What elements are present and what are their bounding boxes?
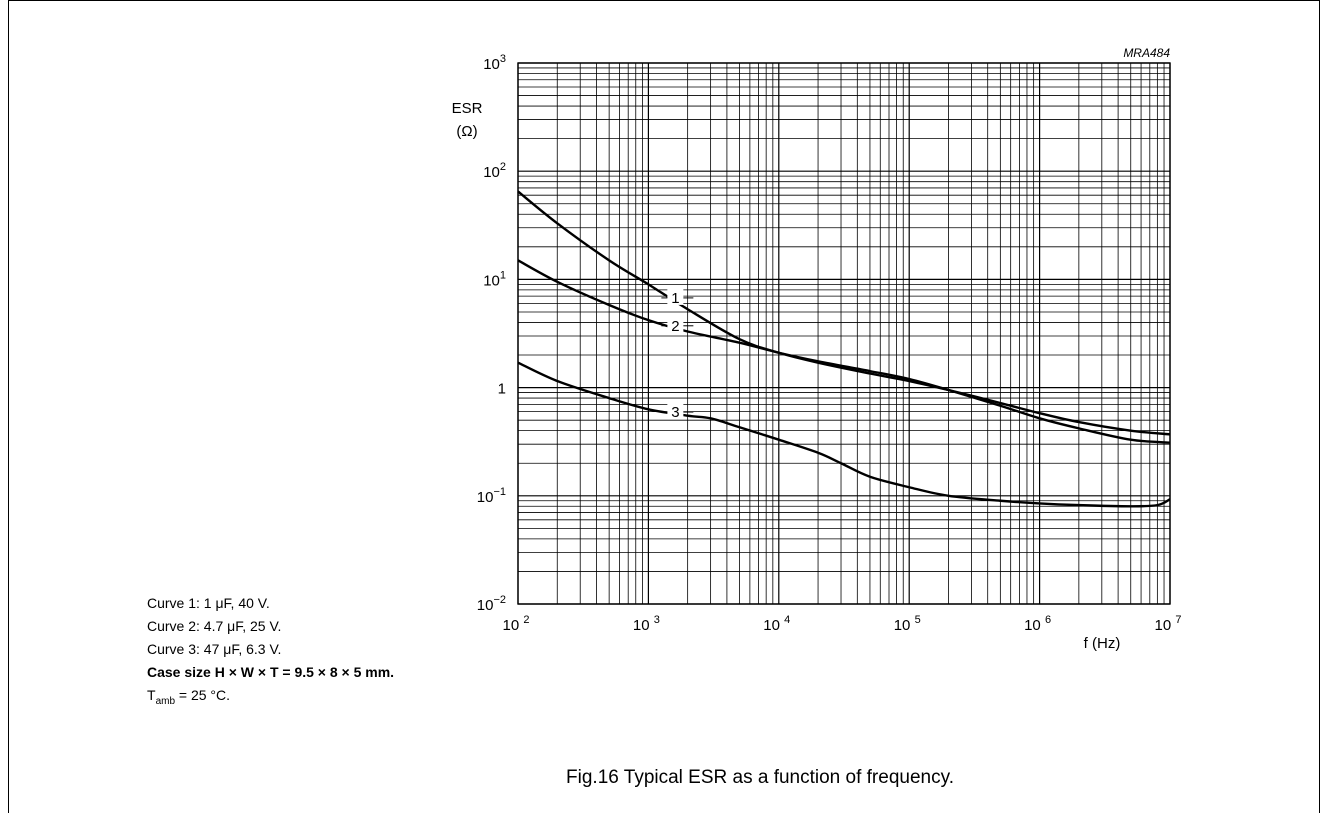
y-tick-label: 1 (498, 381, 506, 398)
figure-caption: Fig.16 Typical ESR as a function of freq… (566, 767, 954, 788)
curve-3 (517, 361, 1171, 508)
chart-notes: Curve 1: 1 μF, 40 V. Curve 2: 4.7 μF, 25… (147, 592, 394, 713)
y-tick-label: 103 (483, 53, 506, 73)
curve-label-bg-1 (667, 288, 684, 305)
y-tick-label: 10−2 (477, 594, 506, 614)
chart-curves (517, 190, 1171, 508)
x-axis-label: f (Hz) (1084, 635, 1121, 652)
tamb-symbol: T (147, 687, 156, 703)
y-tick-label: 10−1 (477, 486, 506, 506)
note-curve-3: Curve 3: 47 μF, 6.3 V. (147, 641, 282, 657)
curve-2 (517, 259, 1171, 444)
note-tamb: Tamb = 25 °C. (147, 684, 394, 713)
curve-1 (517, 190, 1171, 436)
x-tick-label: 10 4 (763, 614, 790, 634)
curve-label-3: 3 (671, 404, 679, 421)
y-tick-label: 102 (483, 161, 506, 181)
curve-label-1: 1 (671, 290, 679, 307)
plot-border (517, 62, 1171, 605)
tamb-value: = 25 °C. (175, 687, 231, 703)
chart-labels: 1 2 3 10 2 10 3 10 4 10 5 10 6 10 7 10−2 10−1 1 101 1… (452, 46, 1182, 652)
x-tick-label: 10 6 (1024, 614, 1051, 634)
note-curve-1: Curve 1: 1 μF, 40 V. (147, 595, 270, 611)
figure-code: MRA484 (1123, 46, 1170, 60)
curve-label-bg-2 (667, 316, 684, 333)
note-case-size: Case size H × W × T = 9.5 × 8 × 5 mm. (147, 664, 395, 680)
curve-label-bg-3 (667, 403, 684, 420)
y-tick-label: 101 (483, 269, 506, 289)
figure-frame (8, 0, 1320, 813)
tamb-subscript: amb (155, 695, 176, 707)
y-axis-unit: (Ω) (456, 123, 477, 140)
x-tick-label: 10 2 (503, 614, 530, 634)
x-tick-label: 10 7 (1155, 614, 1182, 634)
y-axis-label: ESR (452, 100, 483, 117)
x-tick-label: 10 3 (633, 614, 660, 634)
chart-grid (517, 62, 1171, 605)
x-tick-label: 10 5 (894, 614, 921, 634)
curve-label-2: 2 (671, 318, 679, 335)
note-curve-2: Curve 2: 4.7 μF, 25 V. (147, 618, 282, 634)
